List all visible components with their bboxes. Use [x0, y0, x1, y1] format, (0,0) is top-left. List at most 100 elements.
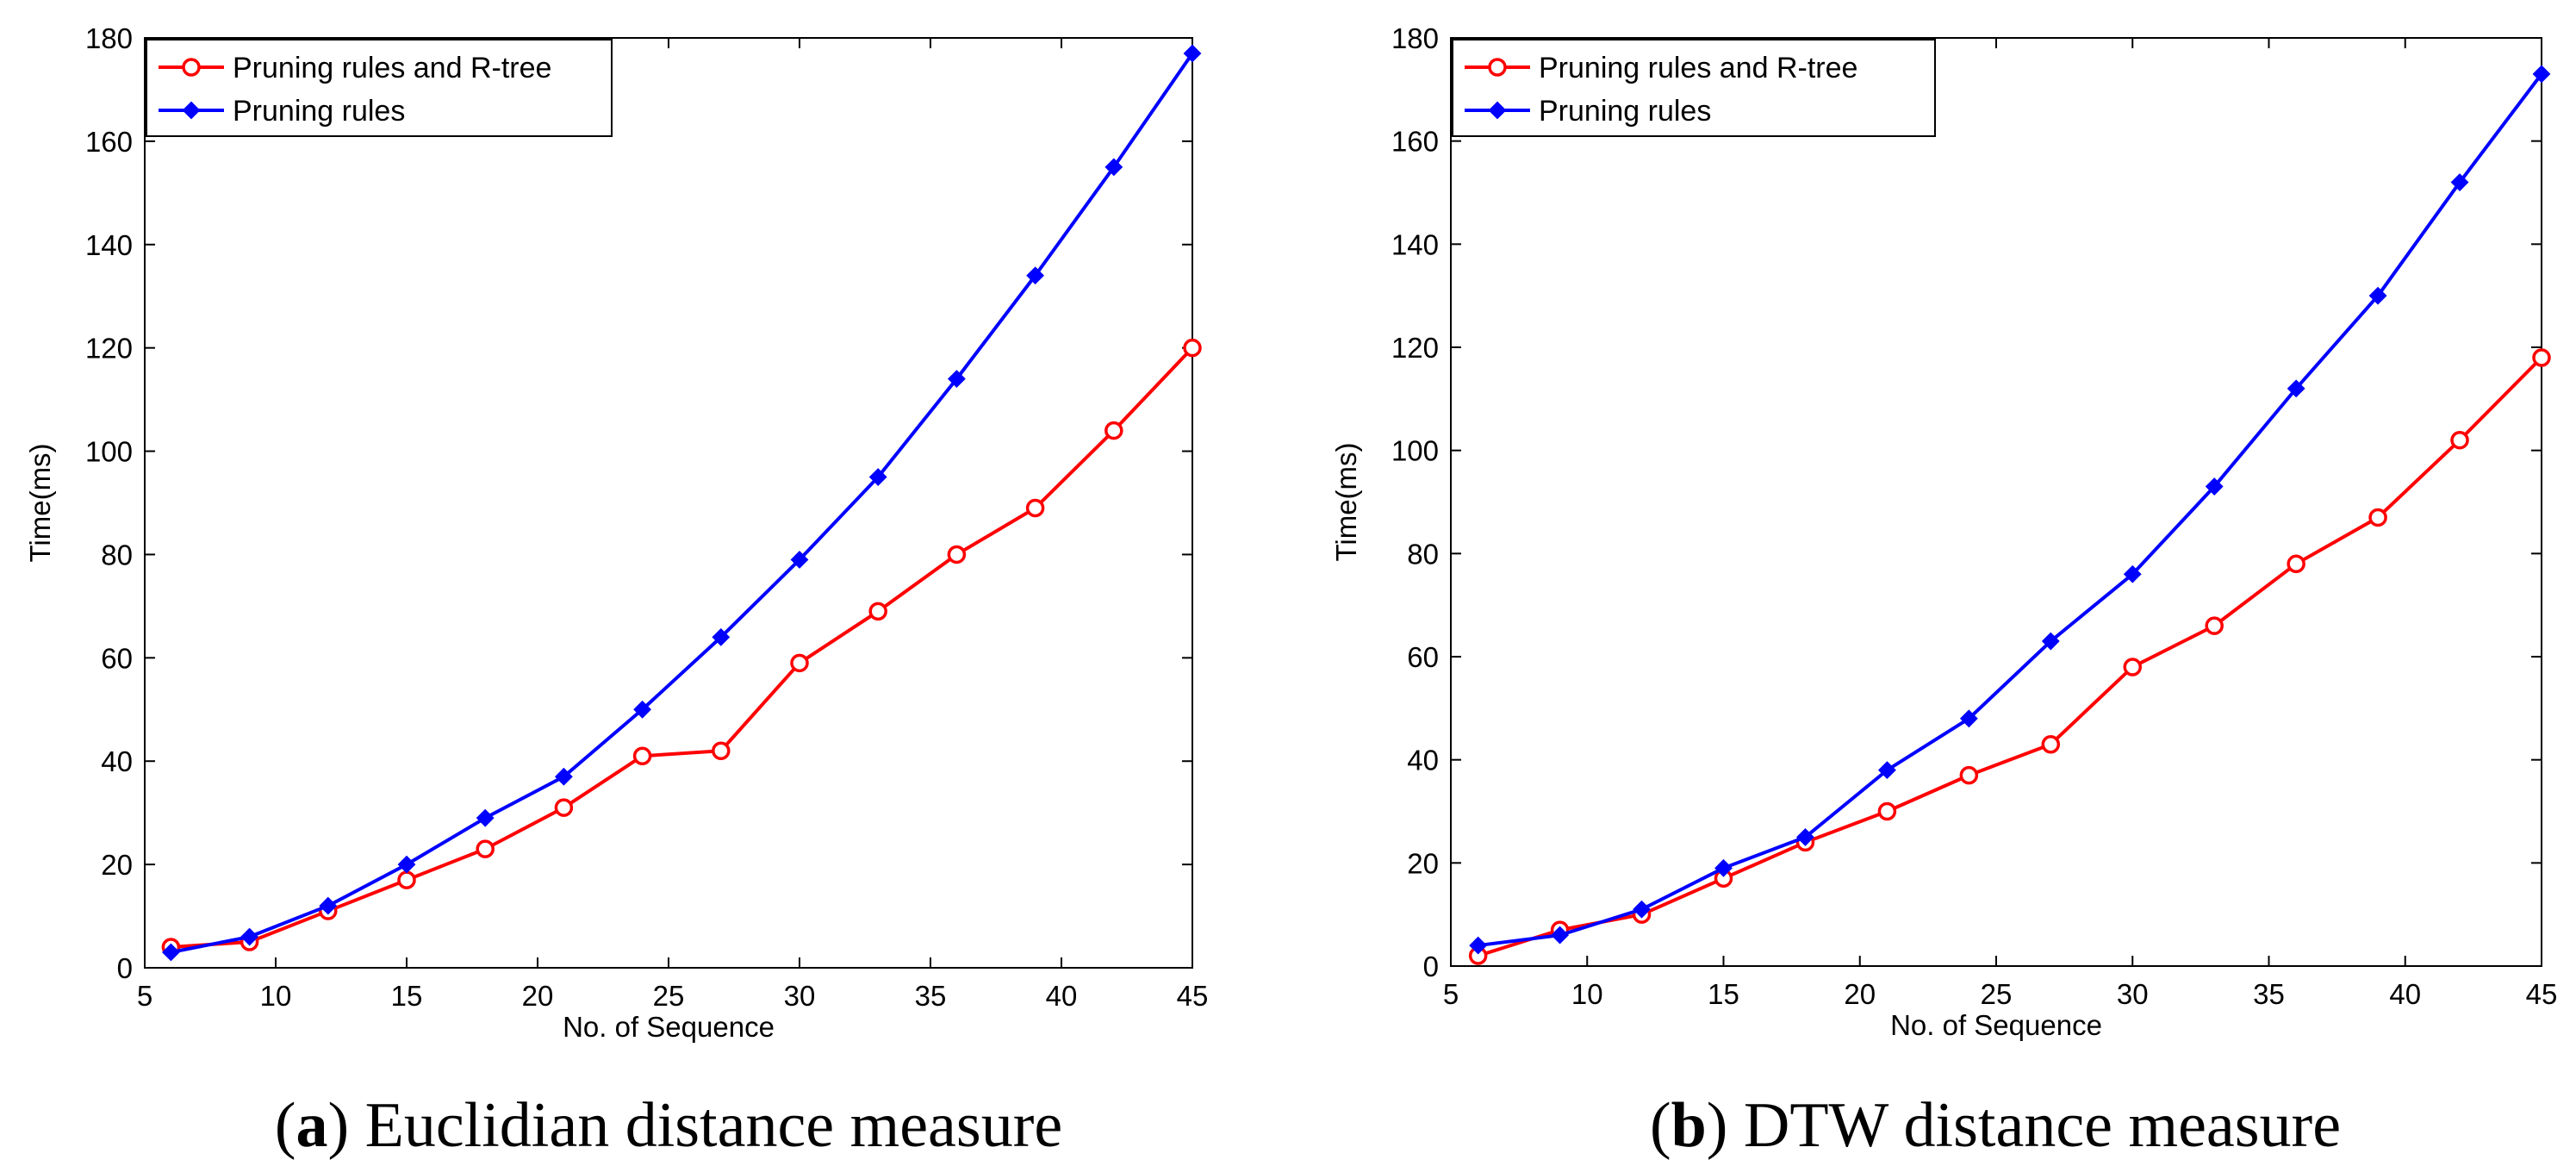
chart-a-x-axis-label: No. of Sequence [563, 1011, 775, 1043]
chart-a-y-tick-label: 60 [101, 642, 133, 674]
chart-a-x-tick-label: 25 [653, 980, 685, 1012]
data-point [2205, 477, 2224, 496]
chart-b-y-tick-label: 40 [1407, 745, 1439, 776]
chart-a-legend-entry-pruning-rtree: Pruning rules and R-tree [159, 52, 551, 84]
chart-b-y-tick-label: 180 [1391, 22, 1439, 54]
chart-b-legend-box [1452, 39, 1936, 137]
chart-b-series-pruning-rtree-line [1478, 356, 2543, 957]
chart-b-x-tick-label: 30 [2117, 978, 2149, 1010]
chart-a-legend: Pruning rules and R-tree Pruning rules [146, 39, 613, 137]
chart-a-x-tick-label: 40 [1046, 980, 1078, 1012]
chart-a-y-axis-label: Time(ms) [24, 443, 56, 562]
chart-b-y-tick-label: 20 [1407, 847, 1439, 879]
data-point [632, 746, 652, 765]
data-point [1796, 828, 1814, 846]
chart-b-caption: (b) DTW distance measure [1650, 1090, 2341, 1161]
chart-b-caption-open: ( [1650, 1090, 1671, 1161]
chart-b-caption-text: DTW distance measure [1727, 1090, 2341, 1161]
data-point [554, 798, 574, 817]
chart-a-x-tick-label: 45 [1177, 980, 1209, 1012]
chart-a-legend-entry-pruning-rtree-marker [182, 58, 201, 77]
data-point [2205, 616, 2224, 635]
chart-a-legend-box [146, 39, 613, 137]
chart-b-series-pruning-rules-line [1478, 72, 2543, 948]
chart-a-y-tick-label: 0 [117, 952, 133, 984]
data-point [2123, 658, 2142, 677]
chart-a-y-tick-label: 80 [101, 539, 133, 571]
chart-a-y-tick-label: 140 [85, 229, 133, 261]
data-point [2532, 348, 2551, 367]
data-point [1104, 421, 1123, 440]
chart-a-legend-entry-pruning-rules-label: Pruning rules [233, 95, 405, 128]
data-point [868, 468, 887, 486]
data-point [1959, 709, 1978, 728]
chart-b-y-tick-label: 60 [1407, 641, 1439, 673]
data-point [319, 896, 338, 915]
data-point [2368, 286, 2387, 305]
data-point [2287, 379, 2305, 398]
chart-a-series-pruning-rules-line [171, 52, 1194, 954]
chart-b-y-tick-label: 0 [1423, 951, 1439, 982]
data-point [2532, 65, 2551, 84]
chart-b-legend-entry-pruning-rtree-label: Pruning rules and R-tree [1539, 52, 1857, 84]
chart-b-x-tick-label: 35 [2253, 978, 2285, 1010]
chart-b-y-tick-label: 140 [1391, 228, 1439, 260]
chart-b-legend: Pruning rules and R-tree Pruning rules [1452, 39, 1936, 137]
chart-b-y-tick-label: 80 [1407, 538, 1439, 570]
chart-a-y-tick-label: 20 [101, 849, 133, 881]
data-point [1714, 858, 1733, 877]
chart-a-x-tick-label: 15 [391, 980, 423, 1012]
data-point [1183, 44, 1202, 63]
chart-b-x-tick-label: 45 [2526, 978, 2558, 1010]
chart-a-x-tick-label: 35 [915, 980, 947, 1012]
chart-a: 5 10 15 20 25 30 35 40 45 0 20 40 60 80 100 120 140 160 18… [24, 22, 1208, 1161]
chart-a-caption-text: Euclidian distance measure [349, 1090, 1062, 1161]
chart-b-y-axis-label: Time(ms) [1330, 442, 1362, 561]
chart-b-caption-close: ) [1707, 1090, 1728, 1161]
data-point [2287, 554, 2305, 574]
data-point [2450, 430, 2469, 450]
data-point [2123, 564, 2142, 583]
chart-a-x-tick-label: 10 [260, 980, 292, 1012]
data-point [1633, 900, 1651, 919]
data-point [2041, 632, 2060, 651]
chart-a-y-tick-label: 160 [85, 126, 133, 158]
chart-a-caption-open: ( [275, 1090, 296, 1161]
data-point [1551, 926, 1570, 945]
chart-b-y-tick-label: 120 [1391, 332, 1439, 364]
chart-b-series-pruning-rtree [1468, 348, 2551, 965]
data-point [633, 700, 652, 719]
data-point [397, 870, 416, 889]
chart-b-x-tick-label: 10 [1571, 978, 1603, 1010]
chart-b-x-tick-label: 5 [1443, 978, 1459, 1010]
chart-b-caption-label: b [1671, 1090, 1707, 1161]
chart-a-legend-entry-pruning-rules-marker [182, 101, 201, 120]
chart-a-caption: (a) Euclidian distance measure [275, 1090, 1062, 1161]
data-point [790, 653, 809, 673]
chart-a-y-tick-label: 120 [85, 333, 133, 365]
chart-b-legend-entry-pruning-rtree: Pruning rules and R-tree [1465, 52, 1857, 84]
chart-b-legend-entry-pruning-rules-marker [1488, 101, 1507, 120]
data-point [947, 545, 967, 564]
chart-b-x-tick-label: 40 [2389, 978, 2421, 1010]
data-point [2450, 173, 2469, 191]
data-point [476, 808, 495, 827]
chart-a-x-tick-label: 20 [522, 980, 554, 1012]
chart-a-series-pruning-rtree-line [171, 346, 1194, 950]
chart-a-y-tick-label: 100 [85, 436, 133, 468]
chart-a-legend-entry-pruning-rtree-label: Pruning rules and R-tree [233, 52, 551, 84]
data-point [1183, 338, 1202, 358]
data-point [1469, 936, 1488, 955]
data-point [476, 839, 495, 858]
chart-a-caption-close: ) [327, 1090, 349, 1161]
chart-b: 5 10 15 20 25 30 35 40 45 0 20 40 60 80 100 120 140 160 18… [1330, 22, 2557, 1161]
chart-b-y-tick-label: 100 [1391, 435, 1439, 467]
data-point [1026, 266, 1045, 285]
data-point [790, 551, 809, 569]
chart-a-caption-label: a [296, 1090, 327, 1161]
chart-a-y-tick-label: 40 [101, 745, 133, 777]
chart-a-y-tick-label: 180 [85, 22, 133, 54]
data-point [1104, 158, 1123, 177]
data-point [161, 943, 180, 962]
chart-b-x-axis-label: No. of Sequence [1890, 1009, 2102, 1041]
